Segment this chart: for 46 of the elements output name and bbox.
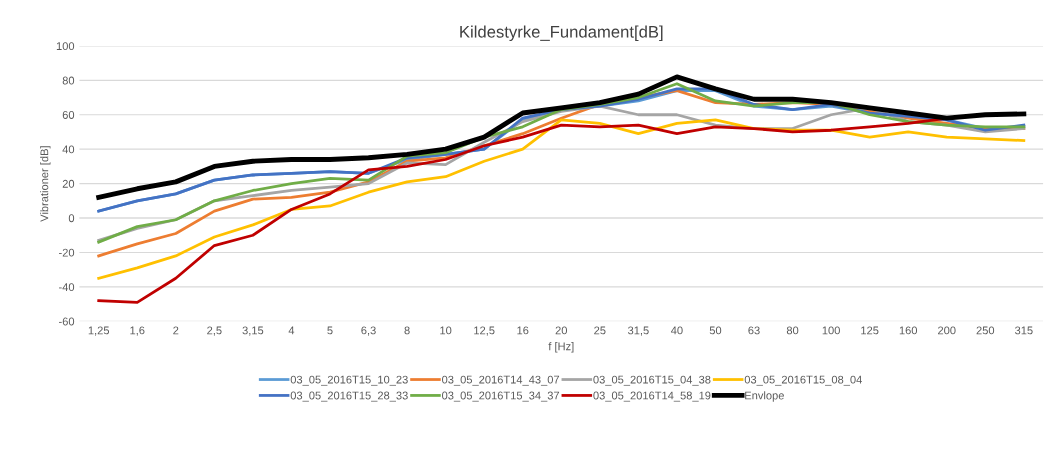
x-tick-label: 8 <box>404 326 410 335</box>
x-tick-label: 31,5 <box>627 326 649 336</box>
chart-title: Kildestyrke_Fundament[dB] <box>460 25 663 42</box>
x-tick-label: 160 <box>899 326 918 335</box>
line-series <box>96 74 1027 200</box>
x-tick-label: 1,6 <box>130 326 145 336</box>
y-tick-label: -20 <box>59 248 75 257</box>
legend-label: 03_05_2016T15_04_38 <box>593 375 711 386</box>
legend-label: 03_05_2016T15_08_04 <box>744 375 862 386</box>
x-tick-label: 3,15 <box>242 326 264 336</box>
x-tick-label: 80 <box>786 326 799 335</box>
legend-label: 03_05_2016T15_28_33 <box>290 391 408 402</box>
x-tick-label: 2,5 <box>207 326 222 336</box>
x-tick-label: 20 <box>555 326 568 335</box>
x-tick-label: 4 <box>288 326 295 335</box>
x-tick-label: 200 <box>938 326 956 335</box>
legend-label: 03_05_2016T14_43_07 <box>442 375 560 386</box>
y-tick-label: -40 <box>59 283 75 292</box>
x-tick-label: 12,5 <box>474 326 495 336</box>
x-tick-label: 6,3 <box>361 326 376 336</box>
y-tick-label: -60 <box>59 317 75 326</box>
legend-label: 03_05_2016T15_34_37 <box>442 391 560 402</box>
x-tick-label: 250 <box>976 326 995 335</box>
x-tick-label: 2 <box>173 326 179 335</box>
x-tick-label: 315 <box>1015 326 1033 335</box>
y-tick-label: 40 <box>62 145 75 154</box>
x-tick-label: 100 <box>822 326 840 335</box>
legend-label: Envlope <box>745 391 784 402</box>
x-tick-label: 16 <box>517 326 529 335</box>
legend-label: 03_05_2016T14_58_19 <box>593 391 711 402</box>
y-tick-label: 60 <box>62 111 75 119</box>
x-tick-label: 50 <box>709 326 722 335</box>
y-tick-label: 20 <box>62 179 75 188</box>
y-tick-label: 100 <box>56 42 75 51</box>
y-tick-label: 0 <box>68 214 75 223</box>
x-tick-label: 25 <box>594 326 606 335</box>
x-tick-label: 125 <box>861 326 879 335</box>
x-tick-label: 5 <box>327 326 333 335</box>
x-tick-label: 10 <box>440 326 452 335</box>
x-tick-label: 40 <box>670 326 683 335</box>
x-axis-title: f [Hz] <box>548 342 574 353</box>
y-tick-label: 80 <box>62 76 75 85</box>
legend-label: 03_05_2016T15_10_23 <box>290 375 408 386</box>
x-tick-label: 1,25 <box>88 326 110 336</box>
x-tick-label: 63 <box>748 326 760 335</box>
y-axis-title: Vibrationer [dB] <box>40 146 51 222</box>
